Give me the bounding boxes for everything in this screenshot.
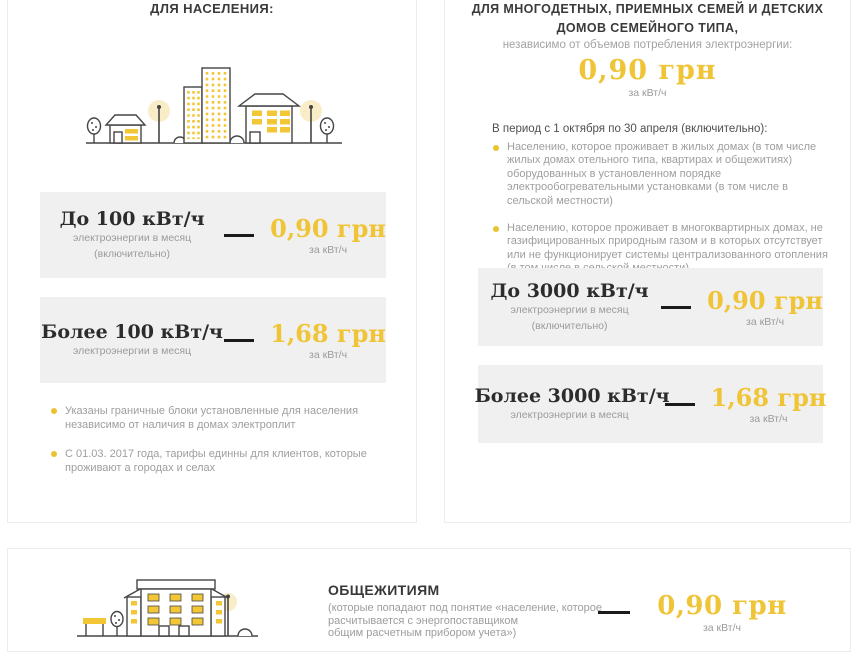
tariff-text: Более 100 кВт/ч электроэнергии в месяц xyxy=(40,321,224,359)
population-card-title: ДЛЯ НАСЕЛЕНИЯ: xyxy=(150,1,274,16)
price-unit: за кВт/ч xyxy=(309,349,348,361)
apartment-house-icon xyxy=(236,93,302,144)
streetlamp-icon xyxy=(226,594,230,636)
bush-icon xyxy=(237,628,253,637)
tariff-text: До 3000 кВт/ч электроэнергии в месяц (вк… xyxy=(478,280,661,333)
streetlamp-icon xyxy=(309,105,313,143)
tariff-box-upto-100: До 100 кВт/ч электроэнергии в месяц (вкл… xyxy=(40,192,386,278)
dash-separator xyxy=(661,305,692,309)
price-value: 0,90 грн xyxy=(270,214,386,243)
families-card: ДЛЯ МНОГОДЕТНЫХ, ПРИЕМНЫХ СЕМЕЙ И ДЕТСКИ… xyxy=(444,0,851,523)
bullet-dot-icon xyxy=(51,408,57,414)
note-text: Указаны граничные блоки установленные дл… xyxy=(65,405,359,432)
price-unit: за кВт/ч xyxy=(746,316,785,328)
dormitory-description: (которые попадают под понятие «население… xyxy=(328,602,602,640)
house-icon xyxy=(104,114,147,144)
dash-separator xyxy=(224,338,255,342)
price-unit: за кВт/ч xyxy=(702,622,742,634)
highrise-icon xyxy=(183,86,203,144)
families-title-line2: ДОМОВ СЕМЕЙНОГО ТИПА, xyxy=(556,21,739,35)
tariff-subtitle: электроэнергии в месяц xyxy=(510,304,629,317)
price-value: 0,90 грн xyxy=(707,286,823,315)
dormitory-price: 0,90 грн за кВт/ч xyxy=(642,591,802,634)
note-item: Указаны граничные блоки установленные дл… xyxy=(51,404,386,433)
price-value: 1,68 грн xyxy=(270,319,386,348)
tariff-box-over-100: Более 100 кВт/ч электроэнергии в месяц 1… xyxy=(40,297,386,383)
period-heading: В период с 1 октября по 30 апреля (включ… xyxy=(492,123,768,135)
bullet-dot-icon xyxy=(493,145,499,151)
tariff-title: Более 100 кВт/ч xyxy=(41,321,223,344)
dash-separator xyxy=(598,611,630,614)
tariff-box-over-3000: Более 3000 кВт/ч электроэнергии в месяц … xyxy=(474,365,826,443)
price-unit: за кВт/ч xyxy=(309,244,348,256)
tariff-note: (включительно) xyxy=(94,248,170,260)
population-notes: Указаны граничные блоки установленные дл… xyxy=(51,404,386,489)
dormitory-description-line3: общим расчетным прибором учета») xyxy=(328,627,517,639)
tariff-subtitle: электроэнергии в месяц xyxy=(73,232,192,245)
note-item: С 01.03. 2017 года, тарифы единны для кл… xyxy=(51,447,386,476)
price-value: 0,90 грн xyxy=(578,55,717,86)
population-card: ДЛЯ НАСЕЛЕНИЯ: xyxy=(7,0,417,523)
tariff-text: Более 3000 кВт/ч электроэнергии в месяц xyxy=(474,385,670,423)
bullet-dot-icon xyxy=(51,450,57,457)
families-subtitle: независимо от объемов потребления электр… xyxy=(502,39,793,51)
tariff-subtitle: электроэнергии в месяц xyxy=(510,409,629,422)
tree-icon xyxy=(319,117,335,143)
price-value: 1,68 грн xyxy=(710,383,827,412)
tariff-subtitle: электроэнергии в месяц xyxy=(73,345,192,358)
tariff-price: 1,68 грн за кВт/ч xyxy=(711,383,827,425)
tariff-title: До 3000 кВт/ч xyxy=(490,280,649,303)
tariff-title: До 100 кВт/ч xyxy=(59,208,205,231)
city-illustration xyxy=(86,67,342,144)
tariff-text: До 100 кВт/ч электроэнергии в месяц (вкл… xyxy=(40,208,224,261)
note-text: Населению, которое проживает в жилых дом… xyxy=(507,141,817,207)
note-text: С 01.03. 2017 года, тарифы единны для кл… xyxy=(65,447,367,474)
dormitory-card: ОБЩЕЖИТИЯМ (которые попадают под понятие… xyxy=(7,548,851,652)
dormitory-description-line1: (которые попадают под понятие «население… xyxy=(328,602,603,614)
families-notes: Населению, которое проживает в жилых дом… xyxy=(493,141,829,290)
dormitory-building-icon xyxy=(123,579,229,637)
dormitory-title: ОБЩЕЖИТИЯМ xyxy=(328,582,440,598)
families-title-line1: ДЛЯ МНОГОДЕТНЫХ, ПРИЕМНЫХ СЕМЕЙ И ДЕТСКИ… xyxy=(471,2,824,16)
bullet-dot-icon xyxy=(493,226,499,233)
tariff-box-upto-3000: До 3000 кВт/ч электроэнергии в месяц (вк… xyxy=(478,268,823,346)
families-card-title: ДЛЯ МНОГОДЕТНЫХ, ПРИЕМНЫХ СЕМЕЙ И ДЕТСКИ… xyxy=(445,0,850,38)
price-unit: за кВт/ч xyxy=(749,413,788,425)
dash-separator xyxy=(664,402,695,406)
tariff-price: 0,90 грн за кВт/ч xyxy=(707,286,823,328)
tariff-note: (включительно) xyxy=(531,320,608,332)
bush-icon xyxy=(229,135,245,144)
note-item: Населению, которое проживает в жилых дом… xyxy=(493,141,829,208)
tariff-price: 0,90 грн за кВт/ч xyxy=(270,214,386,256)
dormitory-description-line2: расчитывается с энергопоставщиком xyxy=(328,614,519,627)
dash-separator xyxy=(224,233,255,237)
streetlamp-icon xyxy=(157,105,161,143)
tree-icon xyxy=(110,610,124,636)
tariff-price: 1,68 грн за кВт/ч xyxy=(270,319,386,361)
price-value: 0,90 грн xyxy=(657,591,787,621)
highrise-icon xyxy=(201,67,231,144)
price-unit: за кВт/ч xyxy=(628,87,667,99)
tree-icon xyxy=(86,117,102,143)
tariff-title: Более 3000 кВт/ч xyxy=(474,385,670,408)
families-main-price: 0,90 грн за кВт/ч xyxy=(445,55,850,99)
dormitory-illustration xyxy=(77,579,258,637)
bench-icon xyxy=(83,618,106,636)
